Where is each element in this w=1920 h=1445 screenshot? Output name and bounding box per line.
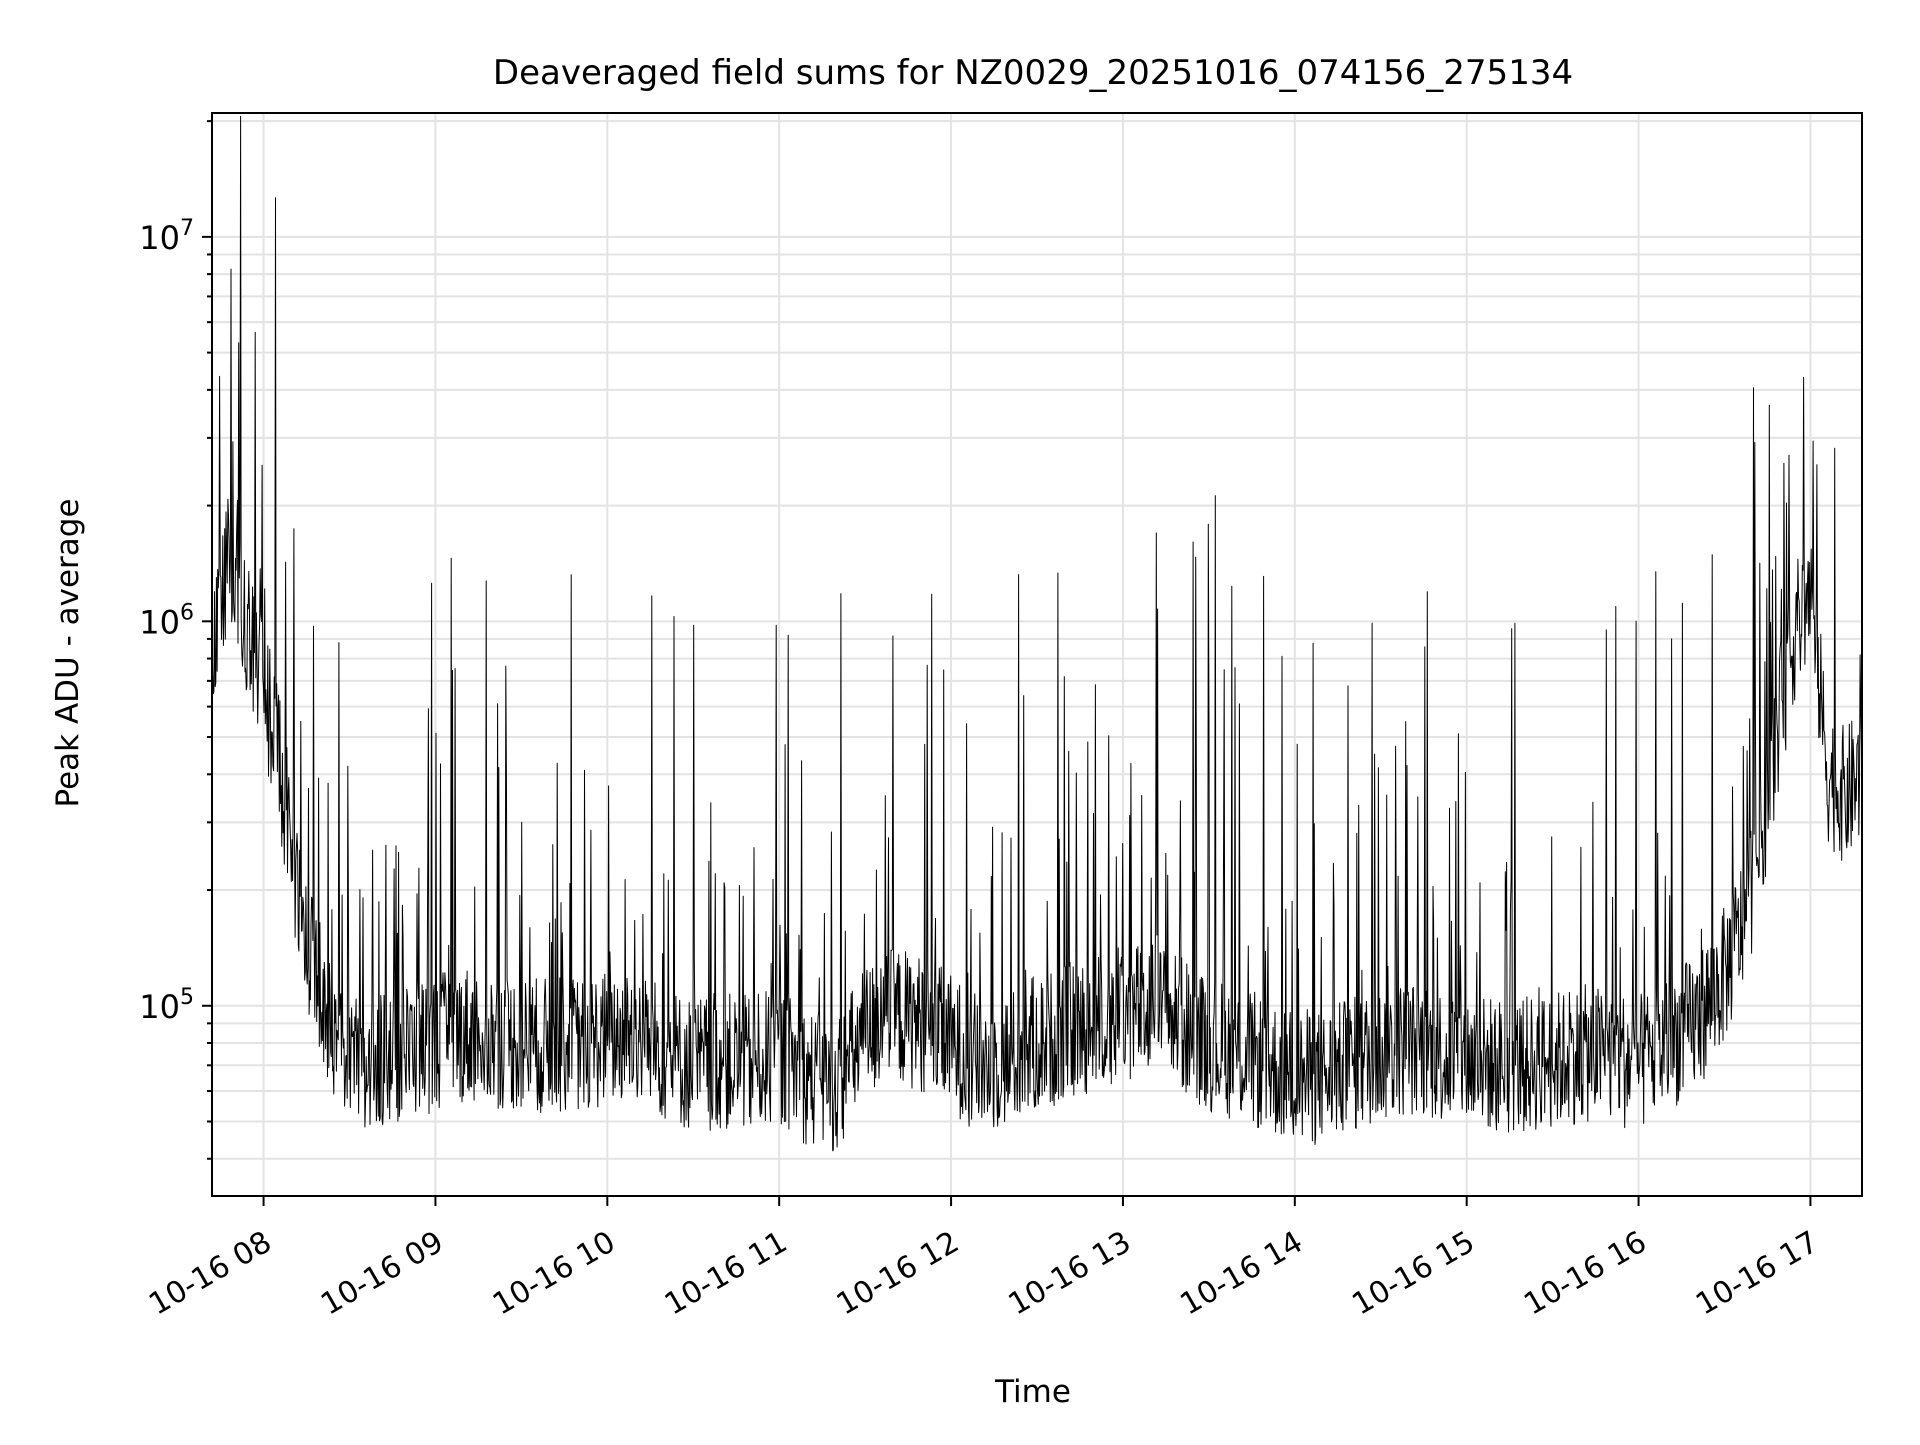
- x-axis-label: Time: [994, 1374, 1071, 1410]
- chart-title: Deaveraged field sums for NZ0029_2025101…: [493, 53, 1573, 93]
- y-tick-label: 107: [139, 216, 194, 257]
- plot-area-frame: [211, 112, 1863, 1197]
- series-line-peak-adu: [211, 115, 1863, 1152]
- y-axis-label: Peak ADU - average: [50, 498, 86, 807]
- y-tick-label: 105: [139, 985, 194, 1026]
- y-tick-label: 106: [139, 600, 194, 641]
